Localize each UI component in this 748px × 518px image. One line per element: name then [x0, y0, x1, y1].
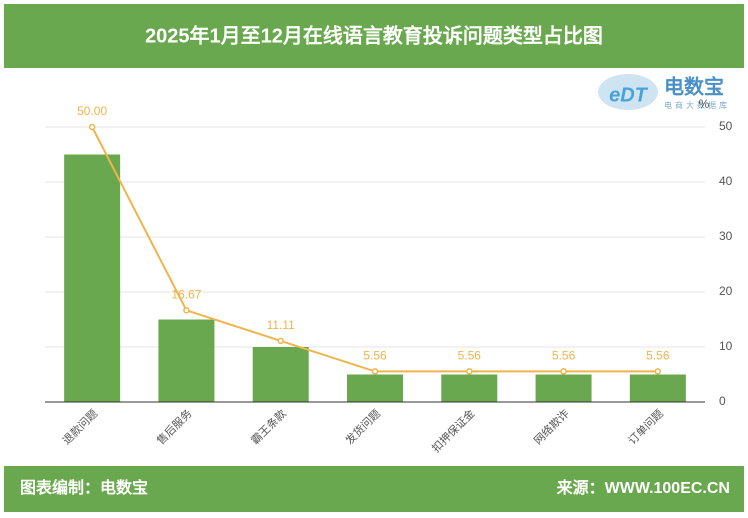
value-label: 5.56	[458, 349, 482, 363]
bar	[64, 154, 121, 402]
bar	[629, 374, 686, 402]
logo-cloud	[598, 74, 658, 110]
line-point	[277, 337, 284, 345]
value-label: 5.56	[646, 349, 670, 363]
value-label: 11.11	[267, 318, 296, 332]
value-label: 16.67	[171, 287, 201, 301]
y-tick-label: 40	[719, 174, 733, 188]
chart-title: 2025年1月至12月在线语言教育投诉问题类型占比图	[145, 23, 603, 47]
y-unit: %	[699, 97, 710, 111]
logo-tagline: 电商大数据库	[664, 100, 730, 110]
header-band	[4, 4, 744, 68]
line-point	[183, 307, 190, 314]
bar	[535, 374, 592, 402]
x-tick-label: 扣押保证金	[429, 406, 478, 455]
y-tick-label: 50	[719, 119, 733, 133]
bar	[158, 319, 215, 402]
x-tick-label: 发货问题	[342, 406, 383, 447]
logo-mark: eDT	[609, 84, 649, 106]
y-tick-label: 30	[719, 229, 733, 243]
value-label: 5.56	[363, 349, 387, 363]
y-tick-label: 20	[719, 284, 733, 298]
footer-left: 图表编制：电数宝	[20, 478, 148, 497]
x-tick-label: 售后服务	[154, 406, 195, 447]
y-tick-label: 0	[719, 394, 726, 408]
y-tick-label: 10	[719, 339, 733, 353]
logo-name: 电数宝	[664, 74, 724, 98]
bar	[441, 374, 498, 402]
line-point	[560, 368, 567, 375]
x-tick-label: 订单问题	[626, 407, 666, 447]
line-point	[466, 368, 473, 375]
x-tick-label: 退款问题	[59, 406, 100, 447]
value-label: 5.56	[552, 349, 576, 363]
footer-right: 来源：WWW.100EC.CN	[556, 478, 730, 497]
value-label: 50.00	[77, 104, 107, 118]
x-tick-label: 霸王条款	[248, 406, 289, 447]
line-point	[88, 123, 96, 131]
bar	[252, 347, 309, 402]
line-point	[371, 368, 379, 375]
x-tick-label: 网络欺诈	[531, 406, 572, 447]
footer-band	[4, 466, 744, 512]
line-point	[654, 368, 662, 375]
bar	[347, 374, 403, 402]
